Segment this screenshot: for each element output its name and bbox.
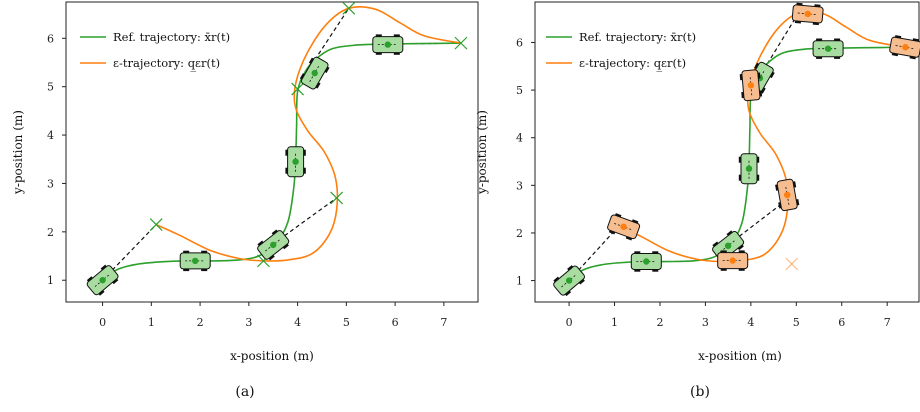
target-markers-b <box>785 257 799 271</box>
x-tick-label: 1 <box>611 316 618 329</box>
y-tick-label: 2 <box>516 227 523 240</box>
plot-frame-a <box>65 1 479 303</box>
x-axis-label-a: x-position (m) <box>230 349 314 363</box>
epsilon-vehicle <box>717 250 749 271</box>
y-tick-label: 5 <box>516 84 523 97</box>
reference-trajectory-line <box>102 42 461 281</box>
legend-label-epsilon-a: ε-trajectory: q̲εr(t) <box>113 56 220 72</box>
y-tick-label: 1 <box>47 274 54 287</box>
legend-label-epsilon-b: ε-trajectory: q̲εr(t) <box>579 56 686 72</box>
x-tick-label: 0 <box>566 316 573 329</box>
reference-trajectory-line <box>568 46 904 282</box>
epsilon-vehicle <box>739 69 763 102</box>
y-axis-label-a: y-position (m) <box>11 110 25 195</box>
epsilon-trajectory-line <box>618 10 904 263</box>
ticks-b: 0 1 2 3 4 5 6 7 1 2 3 4 5 6 <box>516 36 891 329</box>
y-tick-label: 5 <box>47 81 54 94</box>
epsilon-trajectory-line <box>155 6 462 262</box>
target-x-marker <box>454 36 468 50</box>
y-tick-label: 6 <box>47 32 54 45</box>
x-tick-label: 6 <box>838 316 845 329</box>
x-tick-label: 0 <box>99 316 106 329</box>
connector-line <box>314 7 350 61</box>
epsilon-vehicle <box>607 213 641 241</box>
legend-a: Ref. trajectory: x̄r(t) ε-trajectory: q̲… <box>80 30 230 72</box>
x-tick-label: 3 <box>245 316 252 329</box>
reference-vehicle <box>812 38 844 59</box>
ticks-a: 0 1 2 3 4 5 6 7 1 2 3 4 5 6 <box>47 32 447 329</box>
y-tick-label: 4 <box>47 129 54 142</box>
reference-vehicle <box>299 56 330 90</box>
x-axis-label-b: x-position (m) <box>698 349 782 363</box>
target-x-marker <box>291 82 305 96</box>
connectors-b <box>568 12 800 281</box>
x-tick-label: 5 <box>343 316 350 329</box>
x-tick-label: 5 <box>793 316 800 329</box>
series-lines-a <box>102 6 462 281</box>
x-tick-label: 4 <box>294 316 301 329</box>
x-tick-label: 7 <box>440 316 447 329</box>
x-tick-label: 3 <box>702 316 709 329</box>
reference-vehicle <box>257 229 290 261</box>
target-x-marker <box>785 257 799 271</box>
y-tick-label: 4 <box>516 132 523 145</box>
connector-line <box>727 199 788 246</box>
target-x-marker <box>330 191 344 205</box>
reference-vehicle <box>179 250 211 272</box>
plot-frame-b <box>534 1 920 303</box>
connector-line <box>102 224 157 281</box>
reference-vehicle <box>86 264 119 296</box>
x-tick-label: 1 <box>148 316 155 329</box>
reference-vehicle <box>553 265 586 297</box>
legend-label-reference-b: Ref. trajectory: x̄r(t) <box>579 30 696 44</box>
x-tick-label: 7 <box>884 316 891 329</box>
x-tick-label: 4 <box>747 316 754 329</box>
x-tick-label: 2 <box>197 316 204 329</box>
vehicles-a <box>86 34 404 296</box>
target-x-marker <box>342 1 356 15</box>
y-tick-label: 3 <box>47 177 54 190</box>
y-tick-label: 1 <box>516 275 523 288</box>
y-tick-label: 6 <box>516 36 523 49</box>
y-tick-label: 2 <box>47 226 54 239</box>
connector-line <box>272 197 337 245</box>
caption-b: (b) <box>690 384 710 400</box>
y-axis-label-b: y-position (m) <box>475 110 489 195</box>
vehicles-b <box>553 2 920 297</box>
reference-vehicle <box>738 153 760 185</box>
y-tick-label: 3 <box>516 179 523 192</box>
reference-vehicle <box>285 146 306 178</box>
target-markers-a <box>149 1 468 268</box>
target-x-marker <box>149 218 163 232</box>
reference-vehicle <box>630 251 662 272</box>
connector-line <box>759 12 800 77</box>
reference-vehicle <box>372 34 404 55</box>
caption-a: (a) <box>235 384 254 400</box>
x-tick-label: 6 <box>392 316 399 329</box>
epsilon-vehicle <box>889 35 920 60</box>
panel-b: 0 1 2 3 4 5 6 7 1 2 3 4 5 6 Ref. trajectory: x̄r(t) ε… <box>475 1 920 400</box>
legend-label-reference-a: Ref. trajectory: x̄r(t) <box>113 30 230 44</box>
legend-b: Ref. trajectory: x̄r(t) ε-trajectory: q̲… <box>546 30 696 72</box>
epsilon-vehicle <box>775 178 800 212</box>
epsilon-vehicle <box>791 2 824 26</box>
x-tick-label: 2 <box>656 316 663 329</box>
panel-a: 0 1 2 3 4 5 6 7 1 2 3 4 5 6 Ref. trajectory: x̄r(t) ε… <box>11 1 479 400</box>
connector-line <box>568 225 620 281</box>
